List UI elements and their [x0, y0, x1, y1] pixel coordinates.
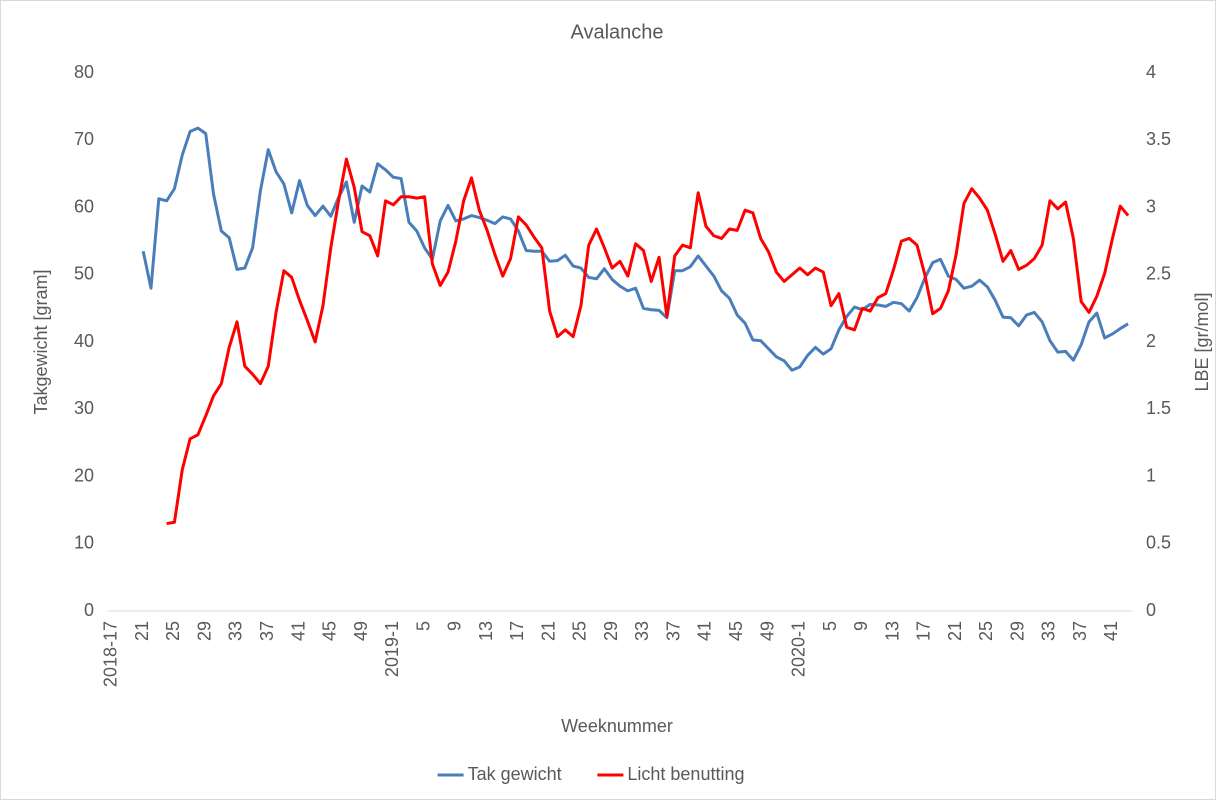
- x-tick-label: 29: [194, 621, 214, 641]
- x-tick-label: 41: [695, 621, 715, 641]
- x-tick-label: 21: [538, 621, 558, 641]
- x-tick-label: 2020-1: [789, 621, 809, 677]
- x-tick-label: 25: [163, 621, 183, 641]
- x-tick-label: 49: [351, 621, 371, 641]
- y2-tick-label: 1.5: [1146, 398, 1171, 418]
- legend-label: Tak gewicht: [468, 764, 562, 784]
- x-tick-label: 33: [632, 621, 652, 641]
- x-tick-label: 2019-1: [382, 621, 402, 677]
- y-tick-label: 0: [84, 600, 94, 620]
- y2-tick-label: 2.5: [1146, 264, 1171, 284]
- x-tick-label: 49: [757, 621, 777, 641]
- x-tick-label: 33: [1039, 621, 1059, 641]
- x-axis-title: Weeknummer: [561, 716, 673, 736]
- y2-tick-label: 1: [1146, 465, 1156, 485]
- y-tick-label: 70: [74, 129, 94, 149]
- y2-tick-label: 4: [1146, 62, 1156, 82]
- y-tick-label: 50: [74, 264, 94, 284]
- x-tick-label: 17: [507, 621, 527, 641]
- x-tick-label: 25: [976, 621, 996, 641]
- y-tick-label: 80: [74, 62, 94, 82]
- x-tick-label: 5: [820, 621, 840, 631]
- x-tick-label: 29: [601, 621, 621, 641]
- y2-axis-title: LBE [gr/mol]: [1192, 292, 1212, 391]
- x-tick-label: 29: [1007, 621, 1027, 641]
- x-tick-label: 13: [476, 621, 496, 641]
- x-tick-label: 5: [413, 621, 433, 631]
- x-tick-label: 41: [288, 621, 308, 641]
- x-tick-label: 2018-17: [101, 621, 121, 687]
- x-tick-label: 17: [914, 621, 934, 641]
- series-line: [166, 157, 1130, 526]
- y2-tick-label: 0: [1146, 600, 1156, 620]
- x-tick-label: 41: [1101, 621, 1121, 641]
- y-axis-title: Takgewicht [gram]: [31, 269, 51, 414]
- x-tick-label: 37: [257, 621, 277, 641]
- legend-label: Licht benutting: [627, 764, 744, 784]
- x-tick-label: 37: [663, 621, 683, 641]
- y-tick-label: 10: [74, 533, 94, 553]
- y-tick-label: 60: [74, 196, 94, 216]
- series-line: [141, 126, 1129, 372]
- x-tick-label: 21: [132, 621, 152, 641]
- y2-tick-label: 2: [1146, 331, 1156, 351]
- x-tick-label: 21: [945, 621, 965, 641]
- x-tick-label: 45: [320, 621, 340, 641]
- x-tick-label: 13: [882, 621, 902, 641]
- y-tick-label: 40: [74, 331, 94, 351]
- x-tick-label: 9: [445, 621, 465, 631]
- x-tick-label: 45: [726, 621, 746, 641]
- y2-tick-label: 3.5: [1146, 129, 1171, 149]
- y-tick-label: 20: [74, 465, 94, 485]
- y2-tick-label: 0.5: [1146, 533, 1171, 553]
- y2-tick-label: 3: [1146, 196, 1156, 216]
- chart-title: Avalanche: [570, 21, 663, 43]
- x-tick-label: 9: [851, 621, 871, 631]
- x-tick-label: 33: [226, 621, 246, 641]
- x-tick-label: 25: [570, 621, 590, 641]
- x-tick-label: 37: [1070, 621, 1090, 641]
- y-tick-label: 30: [74, 398, 94, 418]
